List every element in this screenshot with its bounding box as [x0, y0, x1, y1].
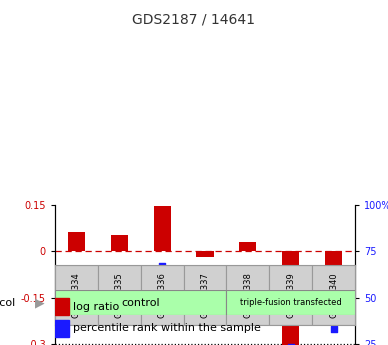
Text: percentile rank within the sample: percentile rank within the sample	[73, 323, 261, 333]
FancyBboxPatch shape	[55, 265, 98, 325]
Bar	[282, 251, 299, 345]
Text: control: control	[121, 297, 160, 307]
Text: GSM77337: GSM77337	[201, 272, 210, 318]
Bar	[55, 320, 69, 337]
Text: triple-fusion transfected: triple-fusion transfected	[240, 298, 341, 307]
Text: GSM77339: GSM77339	[286, 272, 295, 318]
Bar	[68, 232, 85, 251]
Text: GSM77336: GSM77336	[158, 272, 166, 318]
Bar	[111, 235, 128, 251]
Point	[245, 286, 251, 291]
FancyBboxPatch shape	[227, 290, 355, 315]
Text: protocol: protocol	[0, 297, 15, 307]
Text: GSM77334: GSM77334	[72, 272, 81, 318]
Text: GDS2187 / 14641: GDS2187 / 14641	[132, 12, 256, 26]
Point	[202, 295, 208, 300]
Point	[331, 326, 337, 332]
Point	[159, 263, 165, 269]
FancyBboxPatch shape	[55, 290, 227, 315]
Text: GSM77335: GSM77335	[115, 272, 124, 318]
FancyBboxPatch shape	[269, 265, 312, 325]
Point	[73, 276, 80, 282]
Bar	[55, 298, 69, 315]
Text: GSM77340: GSM77340	[329, 272, 338, 318]
Text: log ratio: log ratio	[73, 302, 119, 312]
Bar	[196, 251, 213, 257]
Bar	[154, 206, 171, 251]
Point	[116, 280, 122, 285]
FancyBboxPatch shape	[98, 265, 141, 325]
FancyBboxPatch shape	[184, 265, 227, 325]
FancyBboxPatch shape	[141, 265, 184, 325]
Text: GSM77338: GSM77338	[243, 272, 252, 318]
FancyBboxPatch shape	[227, 265, 269, 325]
Bar	[325, 251, 342, 274]
FancyBboxPatch shape	[312, 265, 355, 325]
Text: ▶: ▶	[35, 296, 44, 309]
Bar	[239, 242, 256, 251]
